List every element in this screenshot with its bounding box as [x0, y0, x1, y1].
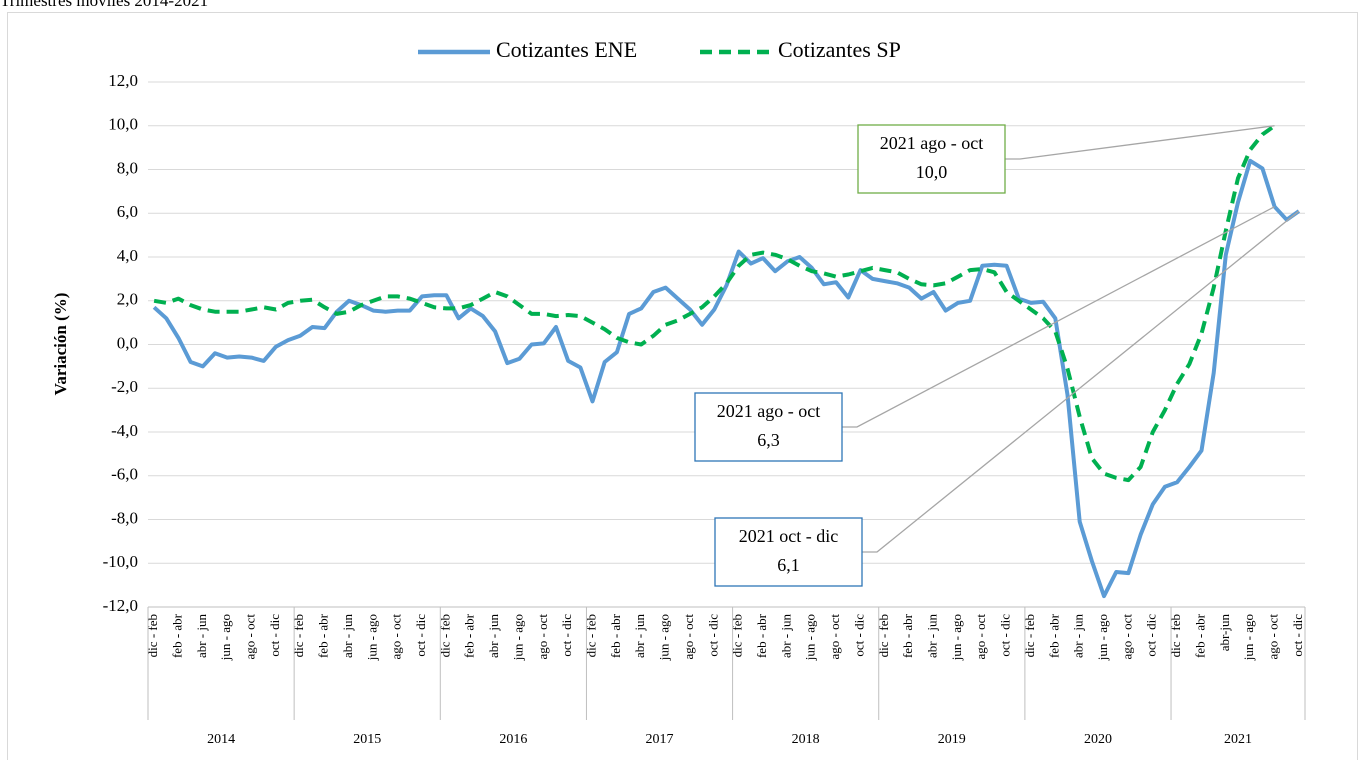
annotation-period: 2021 ago - oct: [717, 401, 820, 421]
x-tick-label: jun - ago: [364, 614, 379, 661]
x-tick-label: oct - dic: [851, 614, 866, 657]
x-tick-label: jun - ago: [510, 614, 525, 661]
year-label: 2016: [499, 732, 527, 747]
x-tick-label: jun - ago: [657, 614, 672, 661]
x-tick-label: feb - abr: [316, 613, 331, 658]
x-tick-label: feb - abr: [900, 613, 915, 658]
x-tick-label: abr - jun: [194, 614, 209, 659]
x-tick-label: dic - feb: [876, 614, 891, 657]
y-tick-label: -2,0: [111, 377, 138, 396]
y-tick-label: 10,0: [108, 115, 138, 134]
year-label: 2021: [1224, 732, 1252, 747]
y-tick-label: 6,0: [117, 202, 138, 221]
y-tick-label: -6,0: [111, 465, 138, 484]
x-tick-label: oct - dic: [413, 614, 428, 657]
year-label: 2017: [646, 732, 674, 747]
year-label: 2019: [938, 732, 966, 747]
x-tick-label: oct - dic: [267, 614, 282, 657]
x-tick-label: abr - jun: [778, 614, 793, 659]
year-label: 2014: [207, 732, 235, 747]
x-tick-label: dic - feb: [437, 614, 452, 657]
annotation-box: [694, 392, 843, 462]
annotation-leader: [862, 210, 1300, 553]
x-tick-label: ago - oct: [1119, 614, 1134, 660]
x-tick-label: jun - ago: [1241, 614, 1256, 661]
x-tick-label: dic - feb: [730, 614, 745, 657]
x-tick-label: dic - feb: [145, 614, 160, 657]
x-tick-label: ago - oct: [681, 614, 696, 660]
annotation-leader: [842, 206, 1275, 428]
annotation-value: 6,1: [777, 555, 800, 575]
x-tick-label: ago - oct: [389, 614, 404, 660]
year-label: 2018: [792, 732, 820, 747]
x-tick-label: dic - feb: [584, 614, 599, 657]
x-tick-label: jun - ago: [803, 614, 818, 661]
x-tick-label: dic - feb: [1022, 614, 1037, 657]
annotation-box: [857, 124, 1006, 194]
annotation-leader: [1005, 125, 1275, 160]
x-tick-label: jun - ago: [949, 614, 964, 661]
x-tick-label: ago - oct: [827, 614, 842, 660]
annotation-box: [714, 517, 863, 587]
x-tick-label: oct - dic: [1290, 614, 1305, 657]
x-tick-label: jun - ago: [218, 614, 233, 661]
x-tick-label: dic - feb: [1168, 614, 1183, 657]
y-tick-label: 0,0: [117, 333, 138, 352]
y-tick-label: -12,0: [103, 596, 138, 615]
x-tick-label: abr - jun: [1071, 614, 1086, 659]
x-tick-label: ago - oct: [243, 614, 258, 660]
x-tick-label: dic - feb: [291, 614, 306, 657]
chart-subtitle: Trimestres móviles 2014-2021: [0, 0, 208, 10]
year-label: 2015: [353, 732, 381, 747]
x-tick-label: ago - oct: [535, 614, 550, 660]
x-tick-label: abr - jun: [486, 614, 501, 659]
series-line: [153, 124, 1276, 483]
x-tick-label: abr - jun: [632, 614, 647, 659]
legend-label: Cotizantes ENE: [496, 37, 637, 62]
x-tick-label: oct - dic: [998, 614, 1013, 657]
y-tick-label: 2,0: [117, 290, 138, 309]
y-axis-label: Variación (%): [51, 293, 70, 396]
series-line: [152, 158, 1301, 599]
x-tick-label: jun - ago: [1095, 614, 1110, 661]
annotation-period: 2021 oct - dic: [739, 526, 838, 546]
x-tick-label: ago - oct: [1266, 614, 1281, 660]
y-tick-label: -10,0: [103, 552, 138, 571]
x-tick-label: abr-jun: [1217, 614, 1232, 652]
chart-border: [7, 12, 1358, 760]
y-tick-label: -8,0: [111, 508, 138, 527]
annotation-value: 10,0: [916, 162, 948, 182]
y-tick-label: 8,0: [117, 158, 138, 177]
x-tick-label: oct - dic: [705, 614, 720, 657]
x-tick-label: feb - abr: [169, 613, 184, 658]
x-tick-label: feb - abr: [1046, 613, 1061, 658]
annotation-value: 6,3: [757, 430, 780, 450]
x-tick-label: feb - abr: [754, 613, 769, 658]
x-tick-label: feb - abr: [608, 613, 623, 658]
y-tick-label: 4,0: [117, 246, 138, 265]
x-tick-label: ago - oct: [973, 614, 988, 660]
y-tick-label: -4,0: [111, 421, 138, 440]
y-tick-label: 12,0: [108, 71, 138, 90]
year-label: 2020: [1084, 732, 1112, 747]
x-tick-label: feb - abr: [462, 613, 477, 658]
x-tick-label: abr - jun: [925, 614, 940, 659]
legend-label: Cotizantes SP: [778, 37, 901, 62]
x-tick-label: oct - dic: [559, 614, 574, 657]
x-tick-label: abr - jun: [340, 614, 355, 659]
x-tick-label: feb - abr: [1192, 613, 1207, 658]
x-tick-label: oct - dic: [1144, 614, 1159, 657]
annotation-period: 2021 ago - oct: [880, 133, 983, 153]
